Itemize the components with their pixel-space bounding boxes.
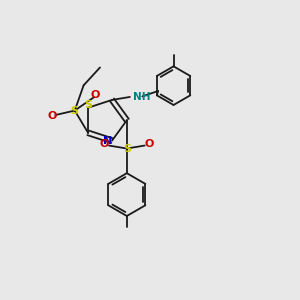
Text: O: O [91,90,100,100]
Text: S: S [123,143,131,154]
Text: O: O [100,139,109,149]
Text: O: O [47,111,56,121]
Text: S: S [71,106,79,116]
Text: O: O [144,139,154,149]
Text: N: N [103,136,112,146]
Text: S: S [84,100,92,110]
Text: NH: NH [134,92,151,102]
